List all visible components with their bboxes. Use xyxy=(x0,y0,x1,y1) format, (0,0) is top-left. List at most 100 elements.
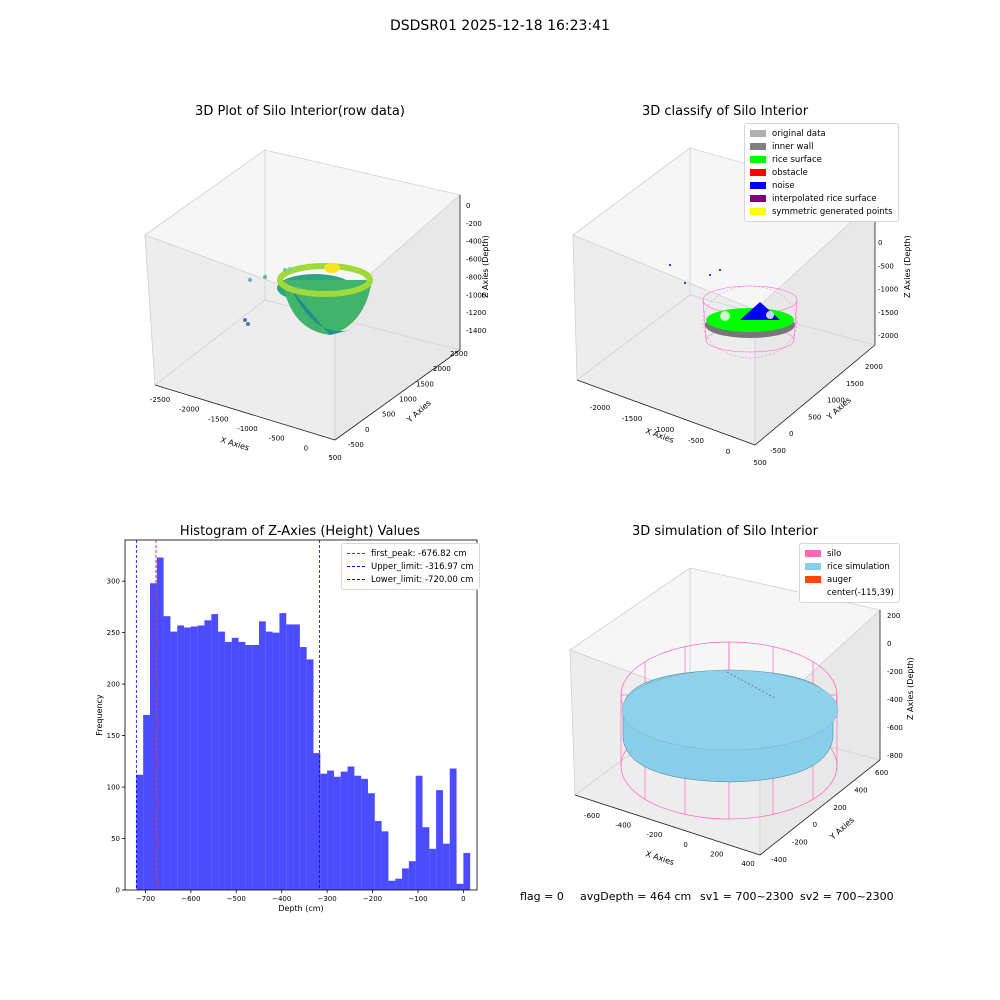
histogram-y-tick-label: 50 xyxy=(111,835,120,843)
panel1-z-tick-label: -400 xyxy=(466,238,482,246)
histogram-legend-label: first_peak: -676.82 cm xyxy=(371,548,467,559)
panel2-legend-item: original data xyxy=(750,127,893,140)
panel2-legend-item: noise xyxy=(750,179,893,192)
panel1-y-tick-label: -500 xyxy=(348,441,364,449)
histogram-legend-swatch xyxy=(347,553,365,554)
panel4-z-ticks: 200 0 -200 -400 -600 -800 xyxy=(887,612,903,760)
panel4-x-tick-label: 400 xyxy=(741,860,754,868)
histogram-bar xyxy=(197,625,205,890)
histogram-xlabel: Depth (cm) xyxy=(278,904,323,913)
panel2-legend: original data inner wall rice surface obsta… xyxy=(744,123,899,222)
panel4-y-ticks: -400 -200 0 200 400 600 xyxy=(771,769,888,864)
histogram-bar xyxy=(149,583,157,890)
panel2-legend-swatch xyxy=(750,195,766,202)
panel4-rice-surface xyxy=(621,669,839,783)
histogram-x-tick-label: −600 xyxy=(181,895,200,903)
panel4-legend-swatch xyxy=(805,576,821,583)
histogram-bar xyxy=(211,614,219,890)
histogram-bar xyxy=(136,774,144,890)
panel4-z-tick-label: 0 xyxy=(887,640,891,648)
panel2-x-tick-label: -1000 xyxy=(654,426,674,434)
histogram-bar xyxy=(442,843,450,890)
histogram-y-tick-label: 0 xyxy=(116,887,120,895)
panel4-title: 3D simulation of Silo Interior xyxy=(632,524,818,539)
panel1-z-tick-label: -1000 xyxy=(466,291,486,299)
panel4-legend-item: auger xyxy=(805,573,894,586)
histogram-ylabel: Frequency xyxy=(95,694,104,736)
panel1-xlabel: X Axies xyxy=(219,435,250,452)
histogram-legend: first_peak: -676.82 cm Upper_limit: -316.… xyxy=(341,543,480,590)
histogram-x-tick-label: −200 xyxy=(363,895,382,903)
histogram-bar xyxy=(184,627,191,890)
panel4-y-tick-label: -200 xyxy=(792,839,808,847)
histogram-bar xyxy=(320,773,328,890)
panel4-x-tick-label: -600 xyxy=(584,812,600,820)
panel2-y-tick-label: -500 xyxy=(770,447,786,455)
footer-avg-depth: avgDepth = 464 cm xyxy=(580,890,692,903)
histogram-x-ticks: −700 −600 −500 −400 −300 −200 −100 0 xyxy=(136,890,466,903)
histogram-bar xyxy=(388,880,396,890)
panel2-z-tick-label: 0 xyxy=(878,239,882,247)
panel1-point-cloud xyxy=(243,263,373,335)
histogram-bar xyxy=(218,631,225,890)
panel4-legend-label: auger xyxy=(827,574,852,585)
histogram-bar xyxy=(156,557,164,890)
histogram-y-tick-label: 150 xyxy=(107,732,120,740)
panel4-z-tick-label: -600 xyxy=(887,724,903,732)
histogram-x-tick-label: −700 xyxy=(136,895,155,903)
histogram-bar xyxy=(265,631,273,890)
histogram-bar xyxy=(422,827,430,890)
panel2-legend-swatch xyxy=(750,130,766,137)
histogram-legend-item: Upper_limit: -316.97 cm xyxy=(347,560,474,573)
histogram-legend-item: first_peak: -676.82 cm xyxy=(347,547,474,560)
panel2-y-tick-label: 1000 xyxy=(827,397,845,405)
histogram-bar xyxy=(306,659,314,890)
panel2-3d-plot: -2000 -1500 -1000 -500 0 500 -500 0 500 1000 1500… xyxy=(572,147,912,467)
panel1-y-tick-label: 1500 xyxy=(416,380,434,388)
panel4-x-tick-label: -400 xyxy=(615,822,631,830)
panel1-y-tick-label: 0 xyxy=(365,426,369,434)
panel2-x-tick-label: 500 xyxy=(753,459,766,467)
histogram-bar xyxy=(374,821,382,890)
histogram-bar xyxy=(456,883,464,890)
panel2-legend-swatch xyxy=(750,156,766,163)
histogram-bar xyxy=(340,771,348,890)
histogram-bar xyxy=(170,631,178,890)
panel4-y-tick-label: 400 xyxy=(854,786,867,794)
histogram-legend-label: Upper_limit: -316.97 cm xyxy=(371,561,474,572)
histogram-y-tick-label: 100 xyxy=(107,784,120,792)
panel4-z-tick-label: 200 xyxy=(887,612,900,620)
histogram-y-tick-label: 300 xyxy=(107,578,120,586)
panel4-ylabel: Y Axies xyxy=(828,815,856,842)
histogram-bar xyxy=(190,626,198,890)
panel1-x-tick-label: -1500 xyxy=(208,415,228,423)
panel2-legend-label: symmetric generated points xyxy=(772,206,893,217)
panel4-y-tick-label: 600 xyxy=(875,769,888,777)
panel2-legend-label: obstacle xyxy=(772,167,808,178)
panel3-title: Histogram of Z-Axies (Height) Values xyxy=(179,524,421,539)
panel4-y-tick-label: -400 xyxy=(771,856,787,864)
panel1-z-ticks: 0 -200 -400 -600 -800 -1000 -1200 -1400 xyxy=(466,202,486,335)
histogram-bar xyxy=(408,861,416,890)
panel2-legend-item: obstacle xyxy=(750,166,893,179)
histogram-bar xyxy=(299,647,307,890)
panel1-x-tick-label: -2000 xyxy=(179,406,199,414)
panel1-z-tick-label: 0 xyxy=(466,202,470,210)
histogram-bar xyxy=(272,632,280,890)
histogram-bar xyxy=(224,641,232,890)
panel2-legend-swatch xyxy=(750,208,766,215)
histogram-x-tick-label: 0 xyxy=(461,895,465,903)
panel4-y-tick-label: 200 xyxy=(833,804,846,812)
histogram-bar xyxy=(429,848,437,890)
panel1-axes-box xyxy=(144,149,461,441)
figure-title: DSDSR01 2025-12-18 16:23:41 xyxy=(389,18,610,34)
panel1-x-tick-label: -2500 xyxy=(150,396,170,404)
histogram-y-tick-label: 200 xyxy=(107,681,120,689)
panel2-legend-label: interpolated rice surface xyxy=(772,193,877,204)
histogram-bar xyxy=(143,715,150,890)
panel1-y-tick-label: 2500 xyxy=(450,350,468,358)
panel1-x-tick-label: 0 xyxy=(304,444,308,452)
panel2-legend-label: noise xyxy=(772,180,795,191)
